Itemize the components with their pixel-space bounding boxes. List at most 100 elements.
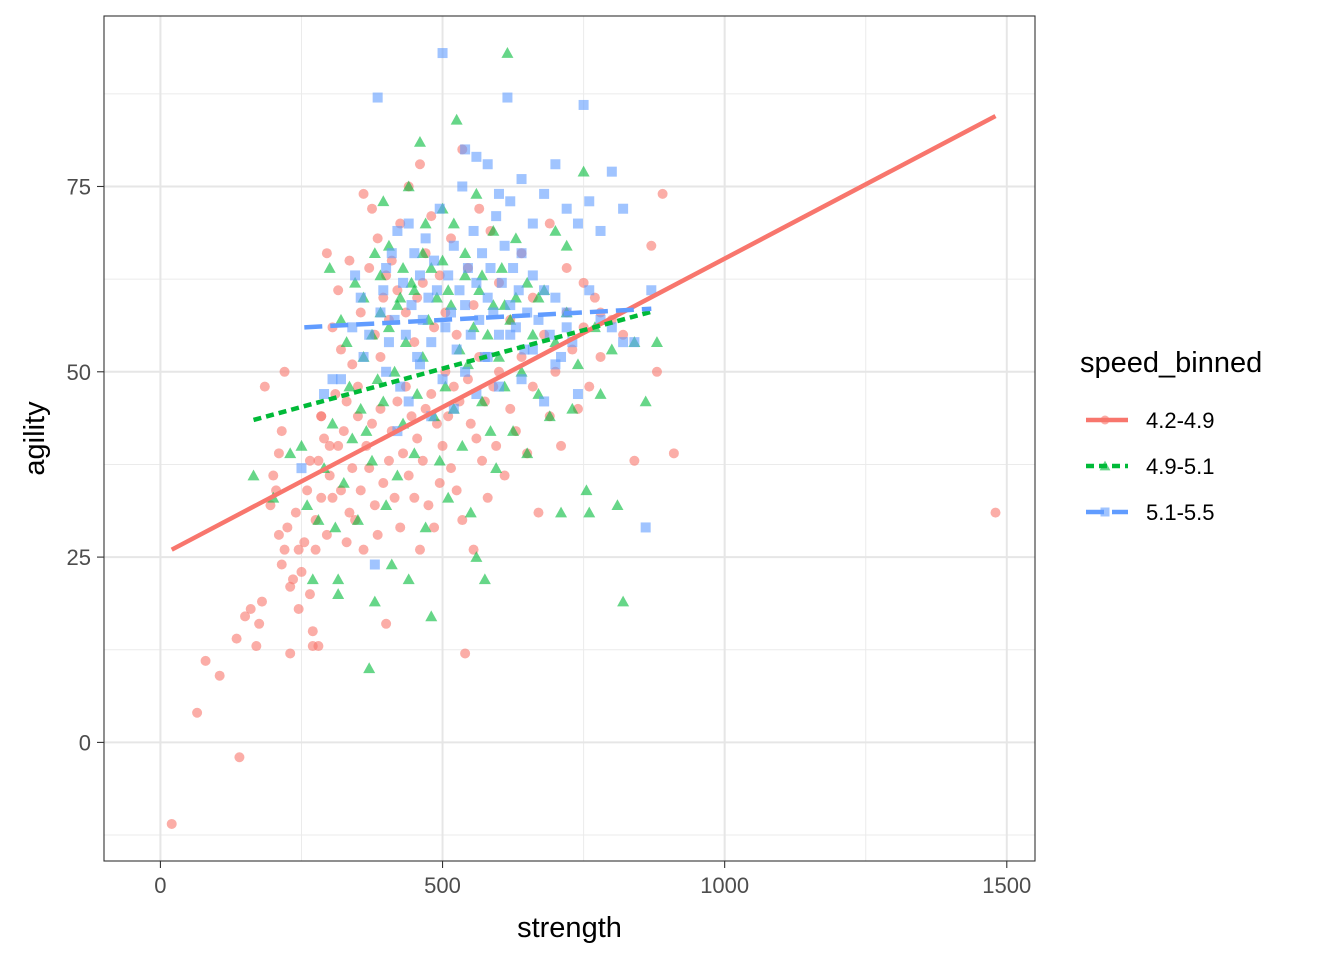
data-point [409,337,420,348]
data-point [639,395,652,407]
data-point [561,322,572,333]
data-point [234,752,245,763]
data-point [301,499,314,511]
data-point [368,595,381,607]
data-point [431,285,442,296]
data-point [251,641,262,652]
data-point [363,662,376,674]
data-point [316,492,327,503]
fit-line [304,306,652,330]
data-point [392,396,403,407]
data-point [321,529,332,540]
data-point [445,299,458,310]
data-point [385,558,398,570]
data-point [338,426,349,437]
data-point [482,159,493,170]
data-point [451,329,462,340]
data-point [349,276,362,288]
data-point [429,255,440,266]
data-point [382,239,395,251]
data-point [617,595,630,607]
data-point [288,574,299,585]
data-point [310,544,321,555]
data-point [459,247,472,258]
data-point [521,447,534,459]
data-point [491,440,502,451]
data-point [451,485,462,496]
y-axis-title: agility [19,401,51,476]
data-point [580,484,593,496]
data-point [419,521,432,533]
data-point [382,321,395,333]
data-point [490,462,503,473]
data-point [296,566,307,577]
y-axis-ticks: 0 25 50 75 [67,174,104,755]
data-point [470,551,483,562]
data-point [426,211,437,222]
data-point [430,291,443,303]
data-point [533,507,544,518]
legend-key-marker [1099,460,1111,471]
data-point [335,374,346,385]
data-point [533,314,544,325]
data-point [443,270,454,281]
data-point [276,426,287,437]
data-point [572,389,583,400]
data-point [402,573,415,585]
panel-border [103,15,1036,862]
y-tick-label: 0 [79,730,91,755]
data-point [439,380,452,392]
data-point [395,381,406,392]
data-point [192,707,203,718]
data-point [329,521,342,533]
data-point [510,322,521,333]
data-point [555,506,568,518]
data-point [398,448,409,459]
data-point [651,366,662,377]
data-point [550,359,561,370]
data-point [284,447,297,459]
data-point [595,314,606,325]
legend-key-marker [1100,415,1110,425]
data-point [485,263,496,274]
data-point [572,218,583,229]
data-point [509,232,522,244]
data-point [491,211,502,222]
data-point [429,522,440,533]
data-point [561,203,572,214]
data-point [323,262,336,273]
fit-line [252,308,655,423]
data-point [527,218,538,229]
data-point [319,389,330,400]
data-point [240,611,251,622]
data-point [468,225,479,236]
data-point [495,262,508,273]
data-point [332,588,345,599]
data-point [440,322,451,333]
data-point [549,224,562,236]
data-point [355,292,366,303]
data-point [646,285,657,296]
data-point [341,537,352,548]
data-point [460,366,471,377]
data-point [389,492,400,503]
data-point [550,292,561,303]
data-point [532,388,545,399]
data-point [539,396,550,407]
data-point [471,389,482,400]
data-point [408,284,421,296]
data-point [473,284,486,296]
data-point [468,300,479,311]
data-point [476,269,489,281]
data-point [561,263,572,274]
data-point [446,463,457,474]
data-point [388,365,401,377]
data-point [378,477,389,488]
data-point [477,248,488,259]
data-point [470,187,483,199]
major-gridlines [104,16,1035,861]
data-point [465,329,476,340]
data-point [381,366,392,377]
data-point [375,307,386,318]
